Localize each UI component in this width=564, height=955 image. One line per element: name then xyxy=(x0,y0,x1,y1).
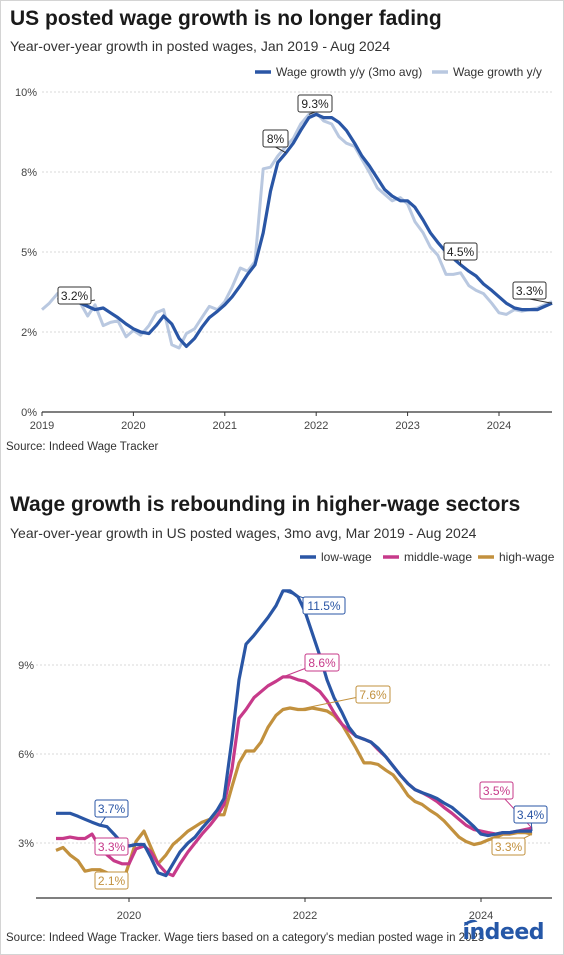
y-tick-label: 10% xyxy=(15,87,37,99)
chart1-plot: 0% 2% 5% 8% 10% 2019 2020 2021 2022 2023 2024 Wage … xyxy=(15,65,553,432)
annotation-label: 3.3% xyxy=(516,284,544,298)
chart2-source: Source: Indeed Wage Tracker. Wage tiers … xyxy=(6,932,485,944)
y-tick-label: 5% xyxy=(21,247,37,259)
annotation-label: 2.1% xyxy=(98,874,126,888)
annotation-box xyxy=(491,837,526,856)
chart1-subtitle: Year-over-year growth in posted wages, J… xyxy=(10,38,391,54)
annotation-box xyxy=(479,781,514,800)
annotation-box xyxy=(57,286,92,305)
annotation-box xyxy=(262,129,289,148)
annotation-box xyxy=(355,685,391,704)
x-tick-label: 2024 xyxy=(487,420,511,432)
annotation-label: 4.5% xyxy=(447,245,475,259)
x-tick-label: 2022 xyxy=(304,420,328,432)
y-tick-label: 0% xyxy=(21,407,37,419)
chart1-source: Source: Indeed Wage Tracker xyxy=(6,441,159,453)
annotation-box xyxy=(94,837,129,856)
series-line-wage-growth-3mo-avg xyxy=(57,112,553,348)
annotation-label: 9.3% xyxy=(301,97,329,111)
x-tick-label: 2020 xyxy=(121,420,145,432)
annotation-box xyxy=(297,94,333,113)
series-line-low-wage xyxy=(56,589,532,878)
y-tick-label: 9% xyxy=(18,660,34,672)
x-tick-label: 2023 xyxy=(395,420,419,432)
chart2-title: Wage growth is rebounding in higher-wage… xyxy=(10,493,521,516)
legend-label: low-wage xyxy=(321,550,372,564)
indeed-logo: indeed xyxy=(462,918,544,945)
annotation-box xyxy=(94,871,129,890)
annotation-label: 3.5% xyxy=(483,784,511,798)
annotation-box xyxy=(302,596,346,615)
annotation-box xyxy=(443,242,478,261)
chart2-subtitle: Year-over-year growth in US posted wages… xyxy=(10,525,477,541)
legend-label: Wage growth y/y xyxy=(453,65,542,79)
annotation-box xyxy=(513,805,548,824)
annotation-label: 3.2% xyxy=(61,289,89,303)
legend-label: Wage growth y/y (3mo avg) xyxy=(276,65,422,79)
series-line-wage-growth-yy xyxy=(41,111,553,350)
annotation-label: 11.5% xyxy=(307,599,340,613)
annotation-label: 3.4% xyxy=(517,808,545,822)
annotation-box xyxy=(512,281,547,300)
series-line-high-wage xyxy=(55,706,533,887)
x-tick-label: 2019 xyxy=(30,420,54,432)
annotation-label: 8.6% xyxy=(308,656,336,670)
series-line-middle-wage xyxy=(56,675,533,878)
legend-label: middle-wage xyxy=(404,550,472,564)
annotation-leader xyxy=(529,298,553,304)
y-tick-label: 2% xyxy=(21,327,37,339)
annotation-box xyxy=(94,799,129,818)
x-tick-label: 2024 xyxy=(469,910,493,922)
annotation-leader xyxy=(275,146,287,154)
annotation-label: 7.6% xyxy=(359,688,387,702)
legend-label: high-wage xyxy=(499,550,555,564)
x-tick-label: 2020 xyxy=(117,910,141,922)
x-tick-label: 2021 xyxy=(213,420,237,432)
y-tick-label: 8% xyxy=(21,167,37,179)
annotation-box xyxy=(304,653,340,672)
annotation-label: 3.3% xyxy=(495,840,523,854)
y-tick-label: 3% xyxy=(18,838,34,850)
chart1-title: US posted wage growth is no longer fadin… xyxy=(10,7,442,30)
annotation-label: 8% xyxy=(267,132,285,146)
annotation-label: 3.3% xyxy=(98,840,126,854)
x-tick-label: 2022 xyxy=(293,910,317,922)
y-tick-label: 6% xyxy=(18,749,34,761)
annotation-label: 3.7% xyxy=(98,802,126,816)
